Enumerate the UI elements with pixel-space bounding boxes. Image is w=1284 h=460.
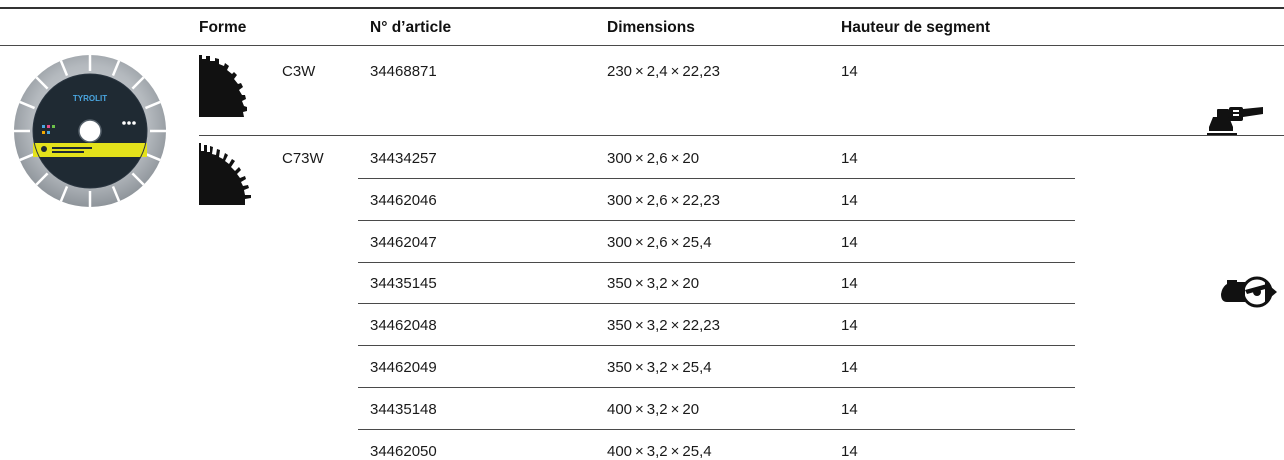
row-divider [358, 303, 1075, 304]
dimensions-value: 230 × 2,4 × 22,23 [607, 63, 720, 80]
row-divider [358, 387, 1075, 388]
segment-height-value: 14 [841, 192, 858, 209]
row-divider [358, 220, 1075, 221]
segment-height-value: 14 [841, 359, 858, 376]
article-number: 34462050 [370, 443, 437, 460]
row-divider [358, 429, 1075, 430]
header-segment-height: Hauteur de segment [841, 19, 991, 36]
shape-code-c73w: C73W [282, 150, 324, 167]
cut-off-saw-icon [1221, 276, 1277, 308]
segment-height-value: 14 [841, 275, 858, 292]
header-dimensions: Dimensions [607, 19, 695, 36]
dimensions-value: 350 × 3,2 × 22,23 [607, 317, 720, 334]
article-number: 34434257 [370, 150, 437, 167]
table-top-rule [0, 7, 1284, 9]
dimensions-value: 300 × 2,6 × 25,4 [607, 234, 712, 251]
article-number: 34435148 [370, 401, 437, 418]
article-number: 34462046 [370, 192, 437, 209]
dimensions-value: 350 × 3,2 × 20 [607, 275, 700, 292]
dimensions-value: 350 × 3,2 × 25,4 [607, 359, 712, 376]
segment-height-value: 14 [841, 234, 858, 251]
header-shape: Forme [199, 19, 247, 36]
header-article: N° d’article [370, 19, 452, 36]
dimensions-value: 300 × 2,6 × 20 [607, 150, 700, 167]
shape-code-c3w: C3W [282, 63, 316, 80]
article-number: 34435145 [370, 275, 437, 292]
segment-height-value: 14 [841, 150, 858, 167]
article-number: 34468871 [370, 63, 437, 80]
article-number: 34462047 [370, 234, 437, 251]
blade-shape-icon-c73w [199, 143, 251, 205]
header-rule [0, 45, 1284, 46]
dimensions-value: 300 × 2,6 × 22,23 [607, 192, 720, 209]
dimensions-value: 400 × 3,2 × 20 [607, 401, 700, 418]
segment-height-value: 14 [841, 443, 858, 460]
article-number: 34462048 [370, 317, 437, 334]
row-divider [358, 178, 1075, 179]
blade-shape-icon-c3w [199, 55, 247, 117]
segment-height-value: 14 [841, 63, 858, 80]
segment-height-value: 14 [841, 317, 858, 334]
dimensions-value: 400 × 3,2 × 25,4 [607, 443, 712, 460]
article-number: 34462049 [370, 359, 437, 376]
row-divider [358, 345, 1075, 346]
group-rule [199, 135, 1284, 136]
disc-logo: TYROLIT [73, 94, 107, 103]
angle-grinder-icon [1207, 107, 1263, 135]
segment-height-value: 14 [841, 401, 858, 418]
segment-gaps [14, 55, 166, 207]
row-divider [358, 262, 1075, 263]
diamond-blade-image: TYROLIT [14, 55, 166, 207]
